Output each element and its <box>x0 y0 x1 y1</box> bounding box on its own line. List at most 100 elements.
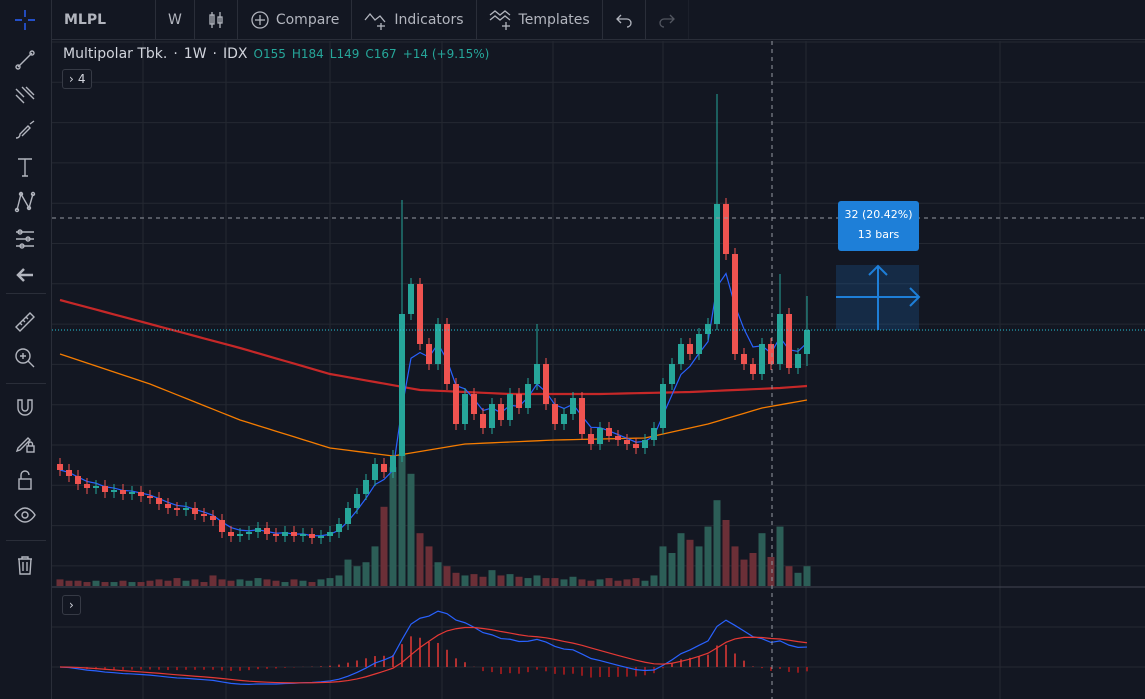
volume-bar <box>803 566 811 586</box>
candle-body <box>165 504 171 508</box>
legend-separator: · <box>173 46 178 62</box>
volume-bar <box>749 553 757 586</box>
brush-tool[interactable] <box>10 115 40 145</box>
magnet-tool[interactable] <box>10 393 40 423</box>
chevron-right-icon: › <box>69 72 74 86</box>
volume-bar <box>137 582 145 586</box>
crosshair-tool[interactable] <box>10 5 40 35</box>
back-arrow-tool[interactable] <box>10 260 40 290</box>
volume-bar <box>182 580 190 586</box>
volume-bar <box>353 566 361 586</box>
symbol-search-button[interactable]: MLPL <box>52 0 156 40</box>
candle-body <box>633 444 639 448</box>
legend-interval: 1W <box>183 46 207 62</box>
candle-body <box>696 334 702 354</box>
volume-bar <box>785 566 793 586</box>
volume-bar <box>704 526 712 586</box>
candle-body <box>255 528 261 532</box>
volume-bar <box>596 579 604 586</box>
volume-bar <box>83 582 91 586</box>
candle-body <box>669 364 675 384</box>
trend-line-tool[interactable] <box>10 45 40 75</box>
candle-body <box>237 534 243 536</box>
volume-bar <box>236 579 244 586</box>
compare-button[interactable]: Compare <box>238 0 353 40</box>
eye-tool[interactable] <box>10 500 40 530</box>
ruler-icon <box>15 312 35 332</box>
candle-body <box>804 330 810 354</box>
ruler-tool[interactable] <box>10 307 40 337</box>
volume-bar <box>533 575 541 586</box>
candle-body <box>489 404 495 428</box>
legend-exchange: IDX <box>223 46 248 62</box>
volume-bar <box>470 574 478 586</box>
candle-body <box>183 508 189 510</box>
fib-tool[interactable] <box>10 80 40 110</box>
measure-change: 32 (20.42%) <box>844 208 913 221</box>
text-icon <box>18 158 32 177</box>
zoom-in-tool[interactable] <box>10 343 40 373</box>
indicators-toggle-button[interactable]: › 4 <box>62 69 93 89</box>
forecast-icon <box>16 229 34 249</box>
candle-body <box>687 344 693 354</box>
text-tool[interactable] <box>10 152 40 182</box>
candles-icon <box>209 11 223 28</box>
volume-bar <box>767 556 775 586</box>
volume-bar <box>614 580 622 586</box>
toolbar-divider <box>6 293 46 294</box>
drawing-lock-tool[interactable] <box>10 428 40 458</box>
macd-legend-toggle[interactable]: › <box>62 595 81 615</box>
candle-body <box>93 486 99 488</box>
trash-tool[interactable] <box>10 550 40 580</box>
interval-button[interactable]: W <box>156 0 195 40</box>
undo-button[interactable] <box>603 0 646 40</box>
price-chart[interactable] <box>52 41 1145 699</box>
candle-body <box>462 394 468 424</box>
candle-body <box>723 204 729 254</box>
candle-body <box>246 532 252 534</box>
templates-button[interactable]: Templates <box>477 0 603 40</box>
volume-bar <box>110 582 118 586</box>
chart-type-button[interactable] <box>195 0 238 40</box>
templates-icon <box>489 9 510 30</box>
candle-body <box>471 394 477 414</box>
redo-icon <box>659 14 675 28</box>
candle-body <box>201 514 207 516</box>
indicators-button[interactable]: Indicators <box>352 0 477 40</box>
symbol-label: MLPL <box>64 11 107 28</box>
top-toolbar: MLPL W Compare Indicators Templates <box>52 0 1145 40</box>
magnet-icon <box>17 399 33 416</box>
pattern-tool[interactable] <box>10 187 40 217</box>
candle-body <box>228 532 234 536</box>
candle-body <box>345 508 351 524</box>
candle-body <box>606 428 612 436</box>
volume-bar <box>398 454 406 586</box>
legend-close: C167 <box>365 47 397 61</box>
volume-bar <box>263 579 271 586</box>
candle-body <box>444 324 450 384</box>
candle-body <box>57 464 63 470</box>
candle-body <box>138 492 144 496</box>
forecast-tool[interactable] <box>10 224 40 254</box>
volume-bar <box>695 546 703 586</box>
volume-bar <box>362 562 370 586</box>
volume-bar <box>515 576 523 586</box>
volume-bar <box>128 582 136 586</box>
volume-bar <box>776 526 784 586</box>
volume-bar <box>686 539 694 586</box>
ma-short-line <box>59 272 808 537</box>
measure-tooltip: 32 (20.42%) 13 bars <box>838 201 919 251</box>
candle-body <box>759 344 765 374</box>
volume-bar <box>578 579 586 586</box>
candle-body <box>210 516 216 520</box>
lock-tool[interactable] <box>10 465 40 495</box>
candle-body <box>714 204 720 324</box>
volume-bar <box>254 578 262 586</box>
plus-circle-icon <box>251 10 269 29</box>
candle-body <box>381 464 387 472</box>
redo-button[interactable] <box>646 0 689 40</box>
candle-body <box>624 440 630 444</box>
volume-bar <box>317 579 325 586</box>
volume-bar <box>227 580 235 586</box>
candle-body <box>543 364 549 404</box>
